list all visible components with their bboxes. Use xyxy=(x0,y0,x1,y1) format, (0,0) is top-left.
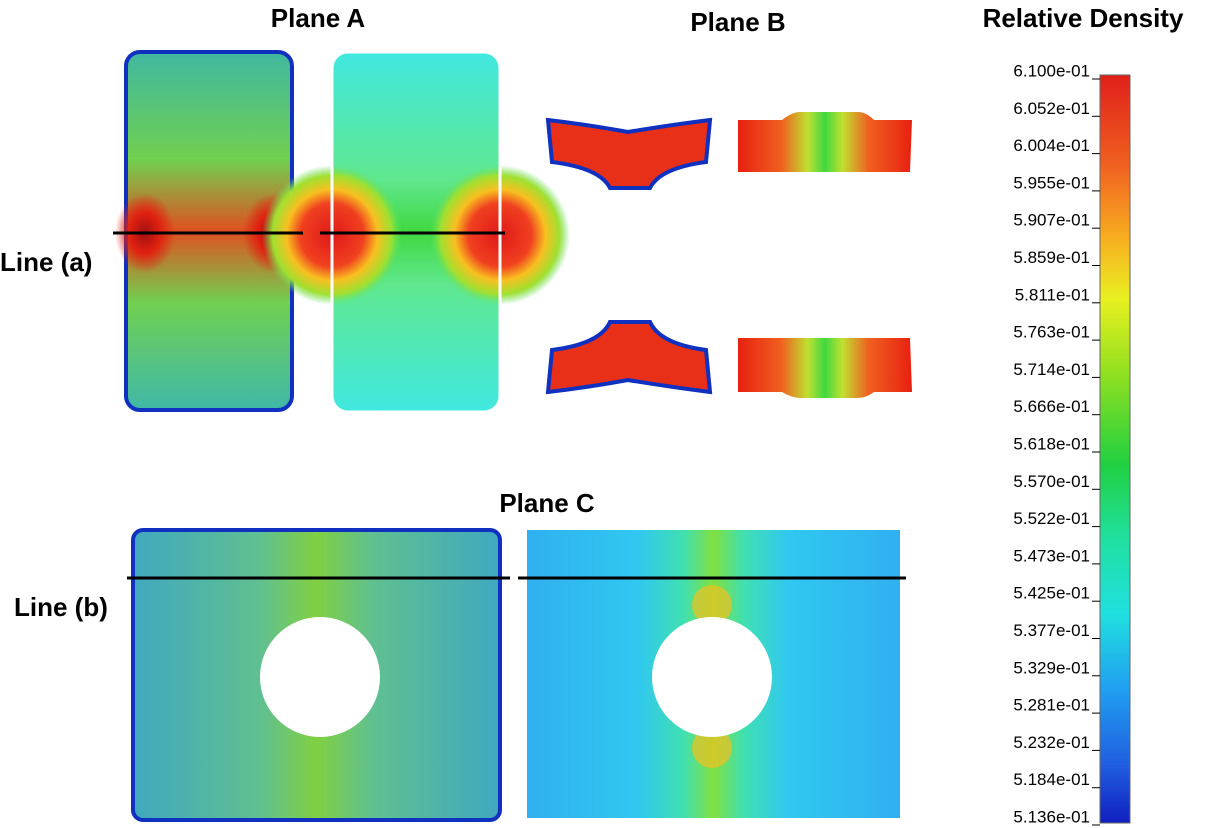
plane-a-plots xyxy=(113,52,570,412)
plane-c-plots xyxy=(127,530,906,820)
colorbar-label: 5.714e-01 xyxy=(1013,360,1090,379)
plane-b-plots xyxy=(548,112,912,398)
colorbar-label: 5.377e-01 xyxy=(1013,621,1090,640)
colorbar-label: 5.425e-01 xyxy=(1013,584,1090,603)
plane-a-title: Plane A xyxy=(271,3,366,33)
line-b-label: Line (b) xyxy=(14,592,108,622)
colorbar-label: 5.329e-01 xyxy=(1013,658,1090,677)
colorbar-label: 5.763e-01 xyxy=(1013,323,1090,342)
plane-b-title: Plane B xyxy=(690,7,785,37)
colorbar-label: 5.859e-01 xyxy=(1013,248,1090,267)
colorbar-label: 5.473e-01 xyxy=(1013,546,1090,565)
colorbar-label: 6.100e-01 xyxy=(1013,61,1090,80)
line-a-label: Line (a) xyxy=(0,247,92,277)
colorbar-label: 5.570e-01 xyxy=(1013,472,1090,491)
colorbar-label: 5.522e-01 xyxy=(1013,509,1090,528)
colorbar-title: Relative Density xyxy=(983,3,1184,33)
colorbar-label: 5.232e-01 xyxy=(1013,733,1090,752)
colorbar-label: 5.281e-01 xyxy=(1013,696,1090,715)
colorbar-label: 6.004e-01 xyxy=(1013,136,1090,155)
colorbar-label: 5.811e-01 xyxy=(1015,285,1090,304)
colorbar-label: 5.955e-01 xyxy=(1013,173,1090,192)
colorbar-label: 6.052e-01 xyxy=(1013,99,1090,118)
colorbar xyxy=(1100,75,1130,823)
colorbar-label: 5.184e-01 xyxy=(1013,770,1090,789)
plane-c-title: Plane C xyxy=(499,488,595,518)
figure: Plane A Plane B Plane C Relative Density… xyxy=(0,0,1212,828)
colorbar-label: 5.618e-01 xyxy=(1013,434,1090,453)
colorbar-label: 5.907e-01 xyxy=(1013,211,1090,230)
colorbar-label: 5.666e-01 xyxy=(1013,397,1090,416)
colorbar-labels: 6.100e-01 6.052e-01 6.004e-01 5.955e-01 5.90… xyxy=(1013,61,1100,826)
colorbar-label: 5.136e-01 xyxy=(1013,807,1090,826)
